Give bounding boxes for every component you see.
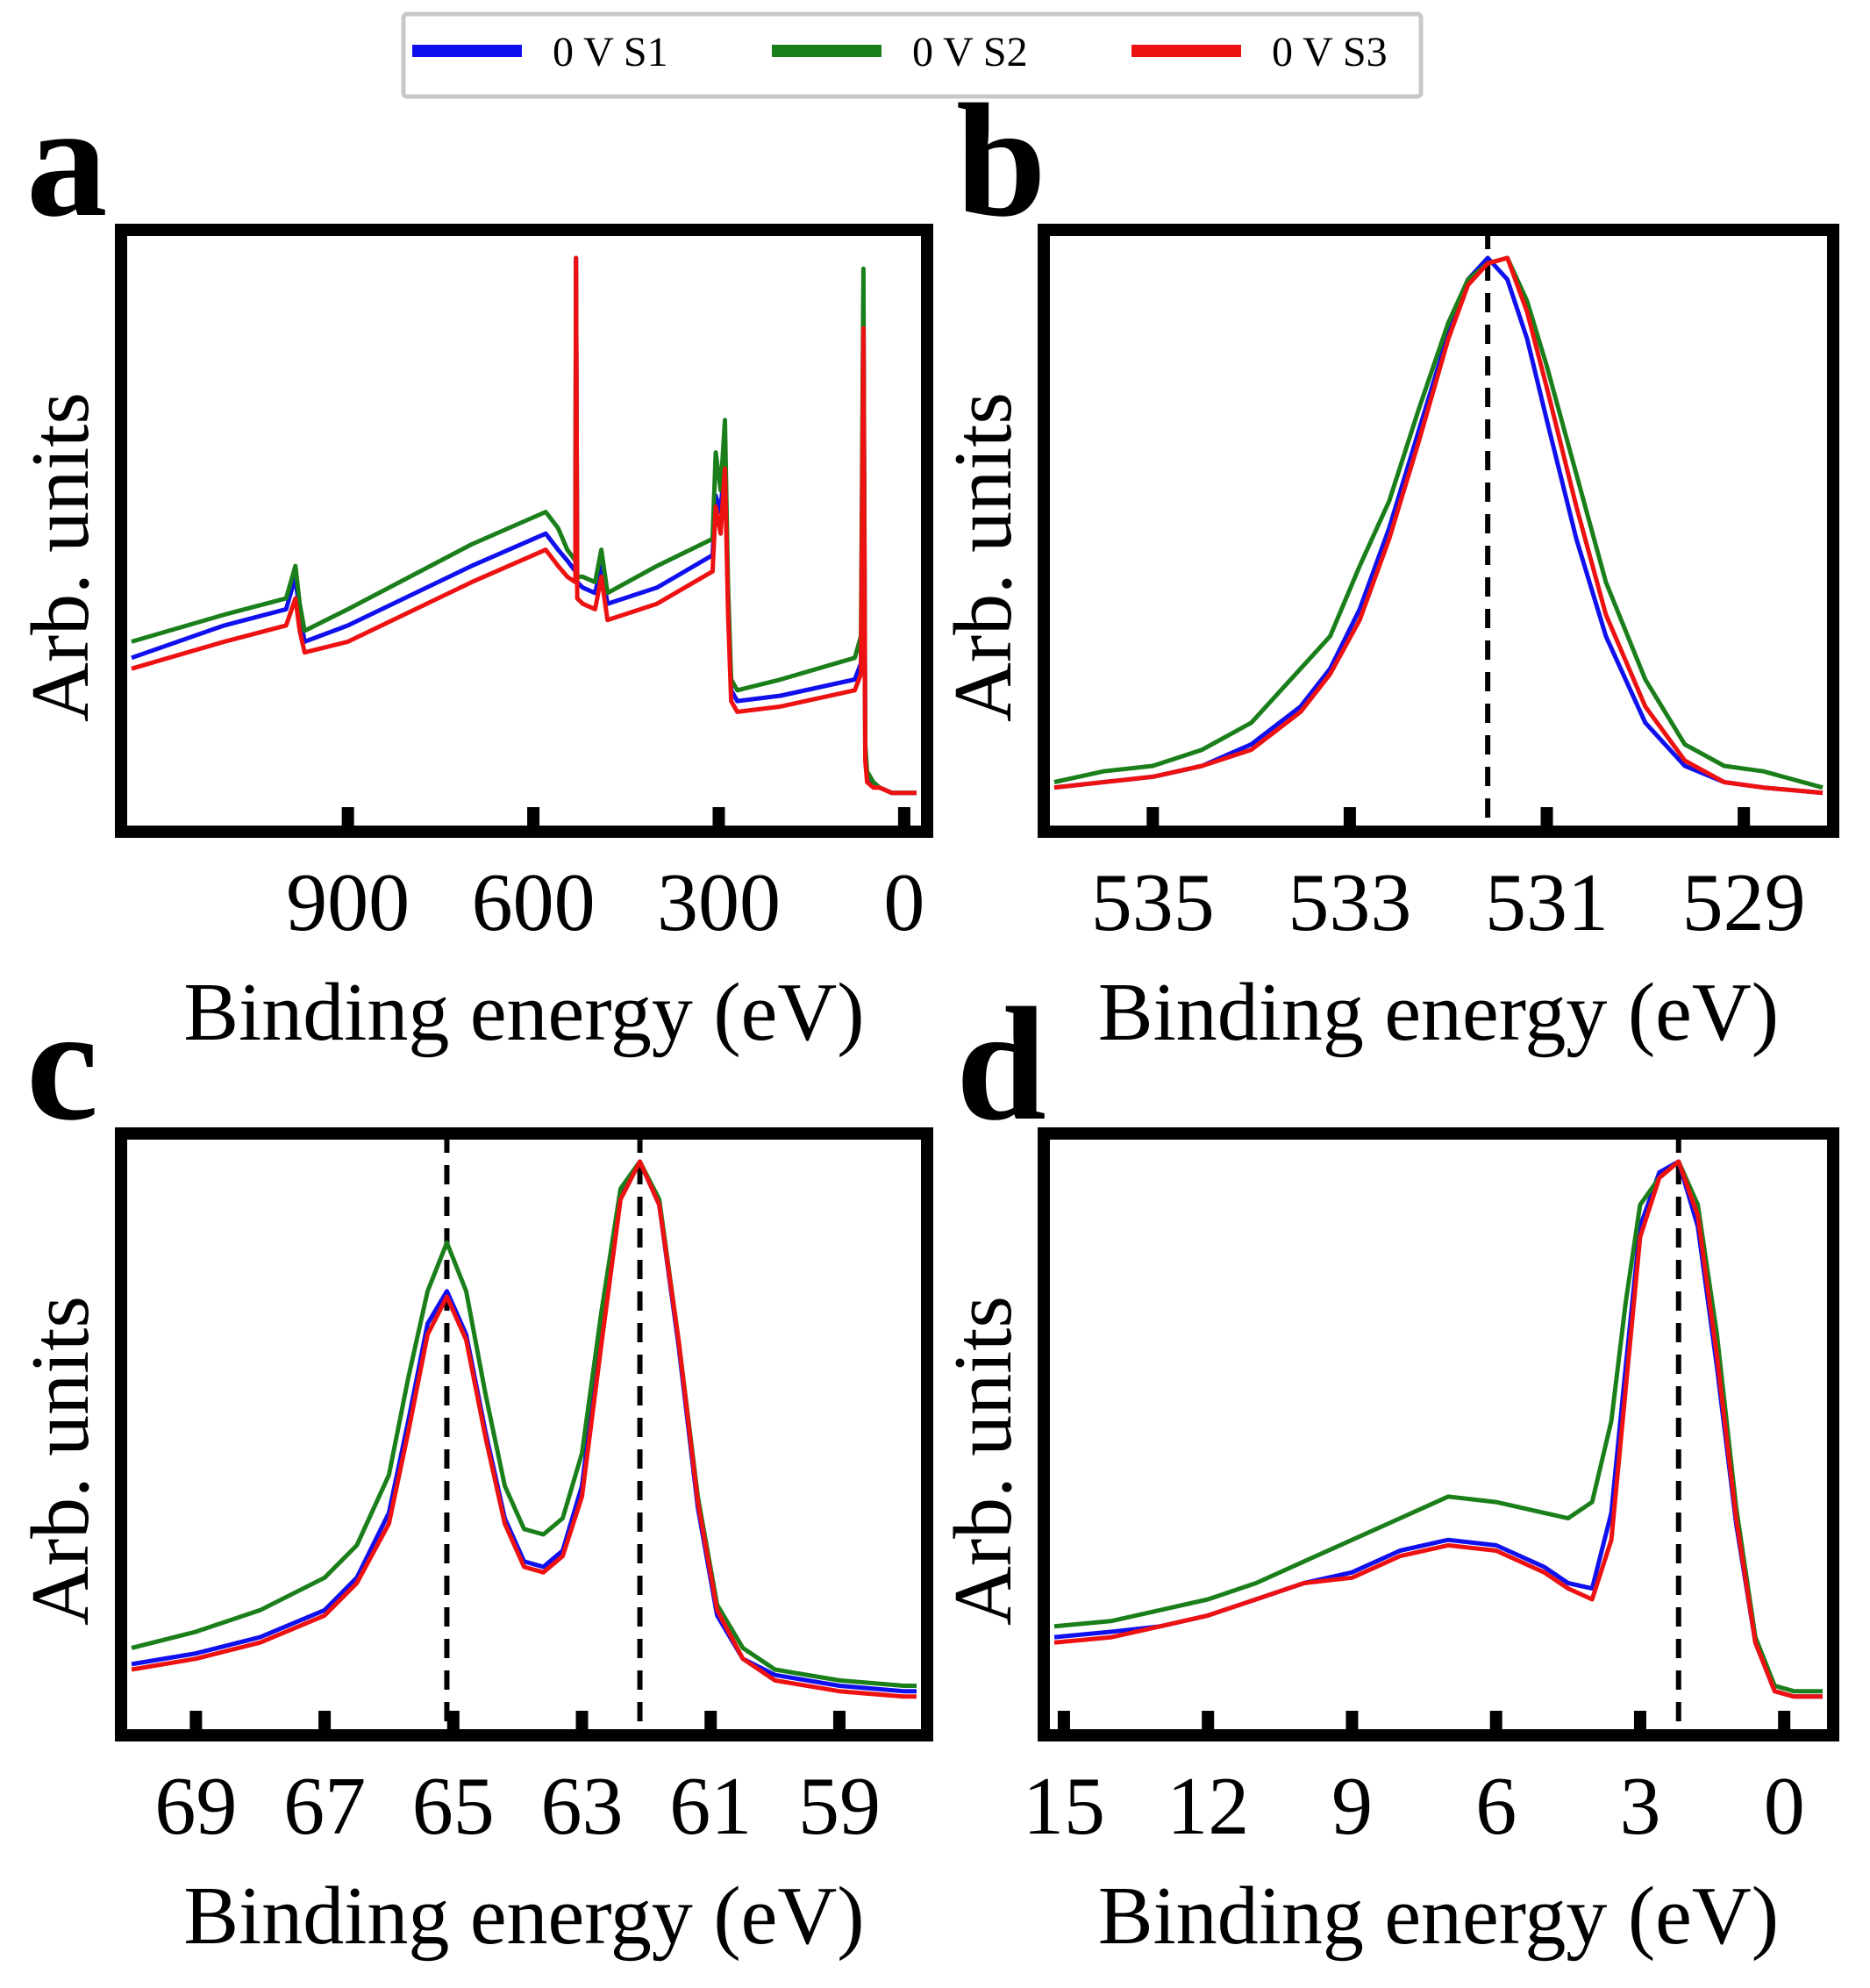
panel-letter-b: b xyxy=(956,71,1046,251)
x-tick-a-3 xyxy=(897,807,910,832)
x-tick-label-c-5: 59 xyxy=(798,1761,881,1852)
x-tick-label-d-2: 9 xyxy=(1331,1761,1373,1852)
x-tick-label-b-1: 533 xyxy=(1288,857,1411,948)
panel-c: 69 67 65 63 61 59 Binding energy (eV) Arb. unit… xyxy=(15,1127,933,1962)
panel-letter-c: c xyxy=(26,975,98,1155)
x-tick-label-a-3: 0 xyxy=(883,857,924,948)
x-tick-label-d-5: 0 xyxy=(1764,1761,1805,1852)
series-b-s2 xyxy=(1053,255,1824,790)
x-tick-b-1 xyxy=(1343,807,1356,832)
y-axis-label-a: Arb. units xyxy=(15,392,106,722)
series-a-s1 xyxy=(131,255,917,796)
legend-label-s2: 0 V S2 xyxy=(912,29,1028,75)
panel-letter-a: a xyxy=(26,71,108,251)
x-tick-a-0 xyxy=(341,807,354,832)
x-tick-d-2 xyxy=(1345,1711,1359,1735)
legend-label-s1: 0 V S1 xyxy=(553,29,668,75)
x-tick-d-1 xyxy=(1202,1711,1215,1735)
x-axis-label-b: Binding energy (eV) xyxy=(1098,967,1779,1058)
y-axis-label-d: Arb. units xyxy=(938,1296,1029,1626)
x-tick-a-1 xyxy=(527,807,540,832)
x-tick-label-c-0: 69 xyxy=(154,1761,237,1852)
x-tick-label-c-3: 63 xyxy=(541,1761,624,1852)
panel-d: 15 12 9 6 3 0 Binding energy (eV) Arb. units xyxy=(938,1127,1839,1962)
x-tick-d-5 xyxy=(1778,1711,1791,1735)
x-tick-b-3 xyxy=(1738,807,1751,832)
axes-frame-c xyxy=(115,1127,933,1741)
series-c-s3 xyxy=(131,1159,917,1699)
x-tick-label-c-2: 65 xyxy=(412,1761,495,1852)
x-axis-label-c: Binding energy (eV) xyxy=(183,1870,864,1962)
series-a-s3 xyxy=(131,255,917,796)
x-tick-label-b-3: 529 xyxy=(1682,857,1806,948)
x-axis-label-a: Binding energy (eV) xyxy=(183,967,864,1058)
series-b-s3 xyxy=(1053,255,1824,796)
series-a-s2 xyxy=(131,266,917,796)
x-tick-d-4 xyxy=(1633,1711,1646,1735)
x-tick-c-0 xyxy=(189,1711,203,1735)
x-tick-label-a-0: 900 xyxy=(286,857,410,948)
panel-letter-d: d xyxy=(956,975,1046,1155)
x-tick-label-a-1: 600 xyxy=(472,857,596,948)
x-tick-label-d-4: 3 xyxy=(1619,1761,1660,1852)
x-tick-label-b-0: 535 xyxy=(1091,857,1215,948)
x-tick-a-2 xyxy=(712,807,725,832)
x-tick-c-1 xyxy=(318,1711,332,1735)
x-tick-label-c-1: 67 xyxy=(283,1761,366,1852)
x-tick-label-d-0: 15 xyxy=(1023,1761,1105,1852)
y-axis-label-c: Arb. units xyxy=(15,1296,106,1626)
x-axis-label-d: Binding energy (eV) xyxy=(1098,1870,1779,1962)
series-c-s2 xyxy=(131,1159,917,1688)
x-tick-b-0 xyxy=(1146,807,1160,832)
x-tick-c-5 xyxy=(832,1711,846,1735)
x-tick-b-2 xyxy=(1540,807,1553,832)
panel-b: 535 533 531 529 Binding energy (eV) Arb. unit… xyxy=(938,224,1839,1058)
series-b-s1 xyxy=(1053,255,1824,796)
y-axis-label-b: Arb. units xyxy=(938,392,1029,722)
axes-frame-d xyxy=(1038,1127,1839,1741)
axes-frame-b xyxy=(1038,224,1839,838)
series-d-s3 xyxy=(1053,1159,1823,1699)
legend-label-s3: 0 V S3 xyxy=(1272,29,1388,75)
x-tick-label-a-2: 300 xyxy=(657,857,781,948)
x-tick-c-3 xyxy=(575,1711,589,1735)
x-tick-d-0 xyxy=(1057,1711,1070,1735)
axes-frame-a xyxy=(115,224,933,838)
series-d-s1 xyxy=(1053,1159,1823,1699)
x-tick-label-d-1: 12 xyxy=(1167,1761,1249,1852)
legend: 0 V S1 0 V S2 0 V S3 xyxy=(401,11,1424,99)
x-tick-label-c-4: 61 xyxy=(669,1761,752,1852)
x-tick-d-3 xyxy=(1489,1711,1502,1735)
x-tick-c-2 xyxy=(446,1711,460,1735)
x-tick-label-b-2: 531 xyxy=(1485,857,1609,948)
x-tick-c-4 xyxy=(704,1711,717,1735)
series-d-s2 xyxy=(1053,1159,1823,1694)
legend-box xyxy=(401,11,1424,99)
x-tick-label-d-3: 6 xyxy=(1475,1761,1517,1852)
